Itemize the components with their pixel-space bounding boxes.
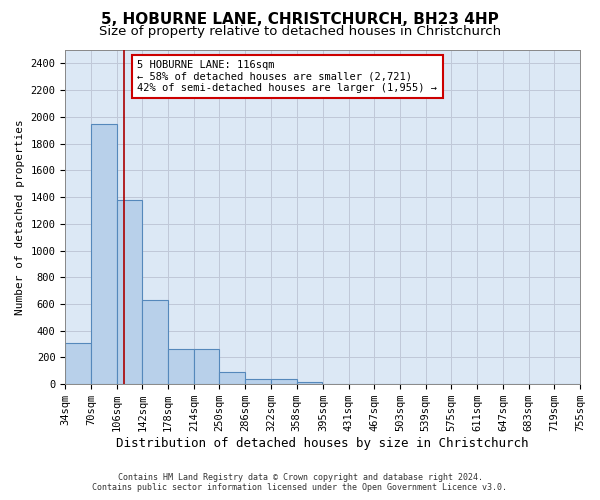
- Text: 5 HOBURNE LANE: 116sqm
← 58% of detached houses are smaller (2,721)
42% of semi-: 5 HOBURNE LANE: 116sqm ← 58% of detached…: [137, 60, 437, 93]
- Text: Size of property relative to detached houses in Christchurch: Size of property relative to detached ho…: [99, 25, 501, 38]
- Y-axis label: Number of detached properties: Number of detached properties: [15, 119, 25, 315]
- Bar: [91, 124, 116, 384]
- Bar: [296, 382, 322, 384]
- Bar: [116, 200, 142, 384]
- Bar: [220, 372, 245, 384]
- Bar: [245, 378, 271, 384]
- Text: Contains HM Land Registry data © Crown copyright and database right 2024.
Contai: Contains HM Land Registry data © Crown c…: [92, 473, 508, 492]
- Bar: [142, 300, 168, 384]
- X-axis label: Distribution of detached houses by size in Christchurch: Distribution of detached houses by size …: [116, 437, 529, 450]
- Bar: [65, 344, 91, 384]
- Bar: [271, 379, 296, 384]
- Text: 5, HOBURNE LANE, CHRISTCHURCH, BH23 4HP: 5, HOBURNE LANE, CHRISTCHURCH, BH23 4HP: [101, 12, 499, 28]
- Bar: [168, 349, 194, 384]
- Bar: [194, 349, 220, 384]
